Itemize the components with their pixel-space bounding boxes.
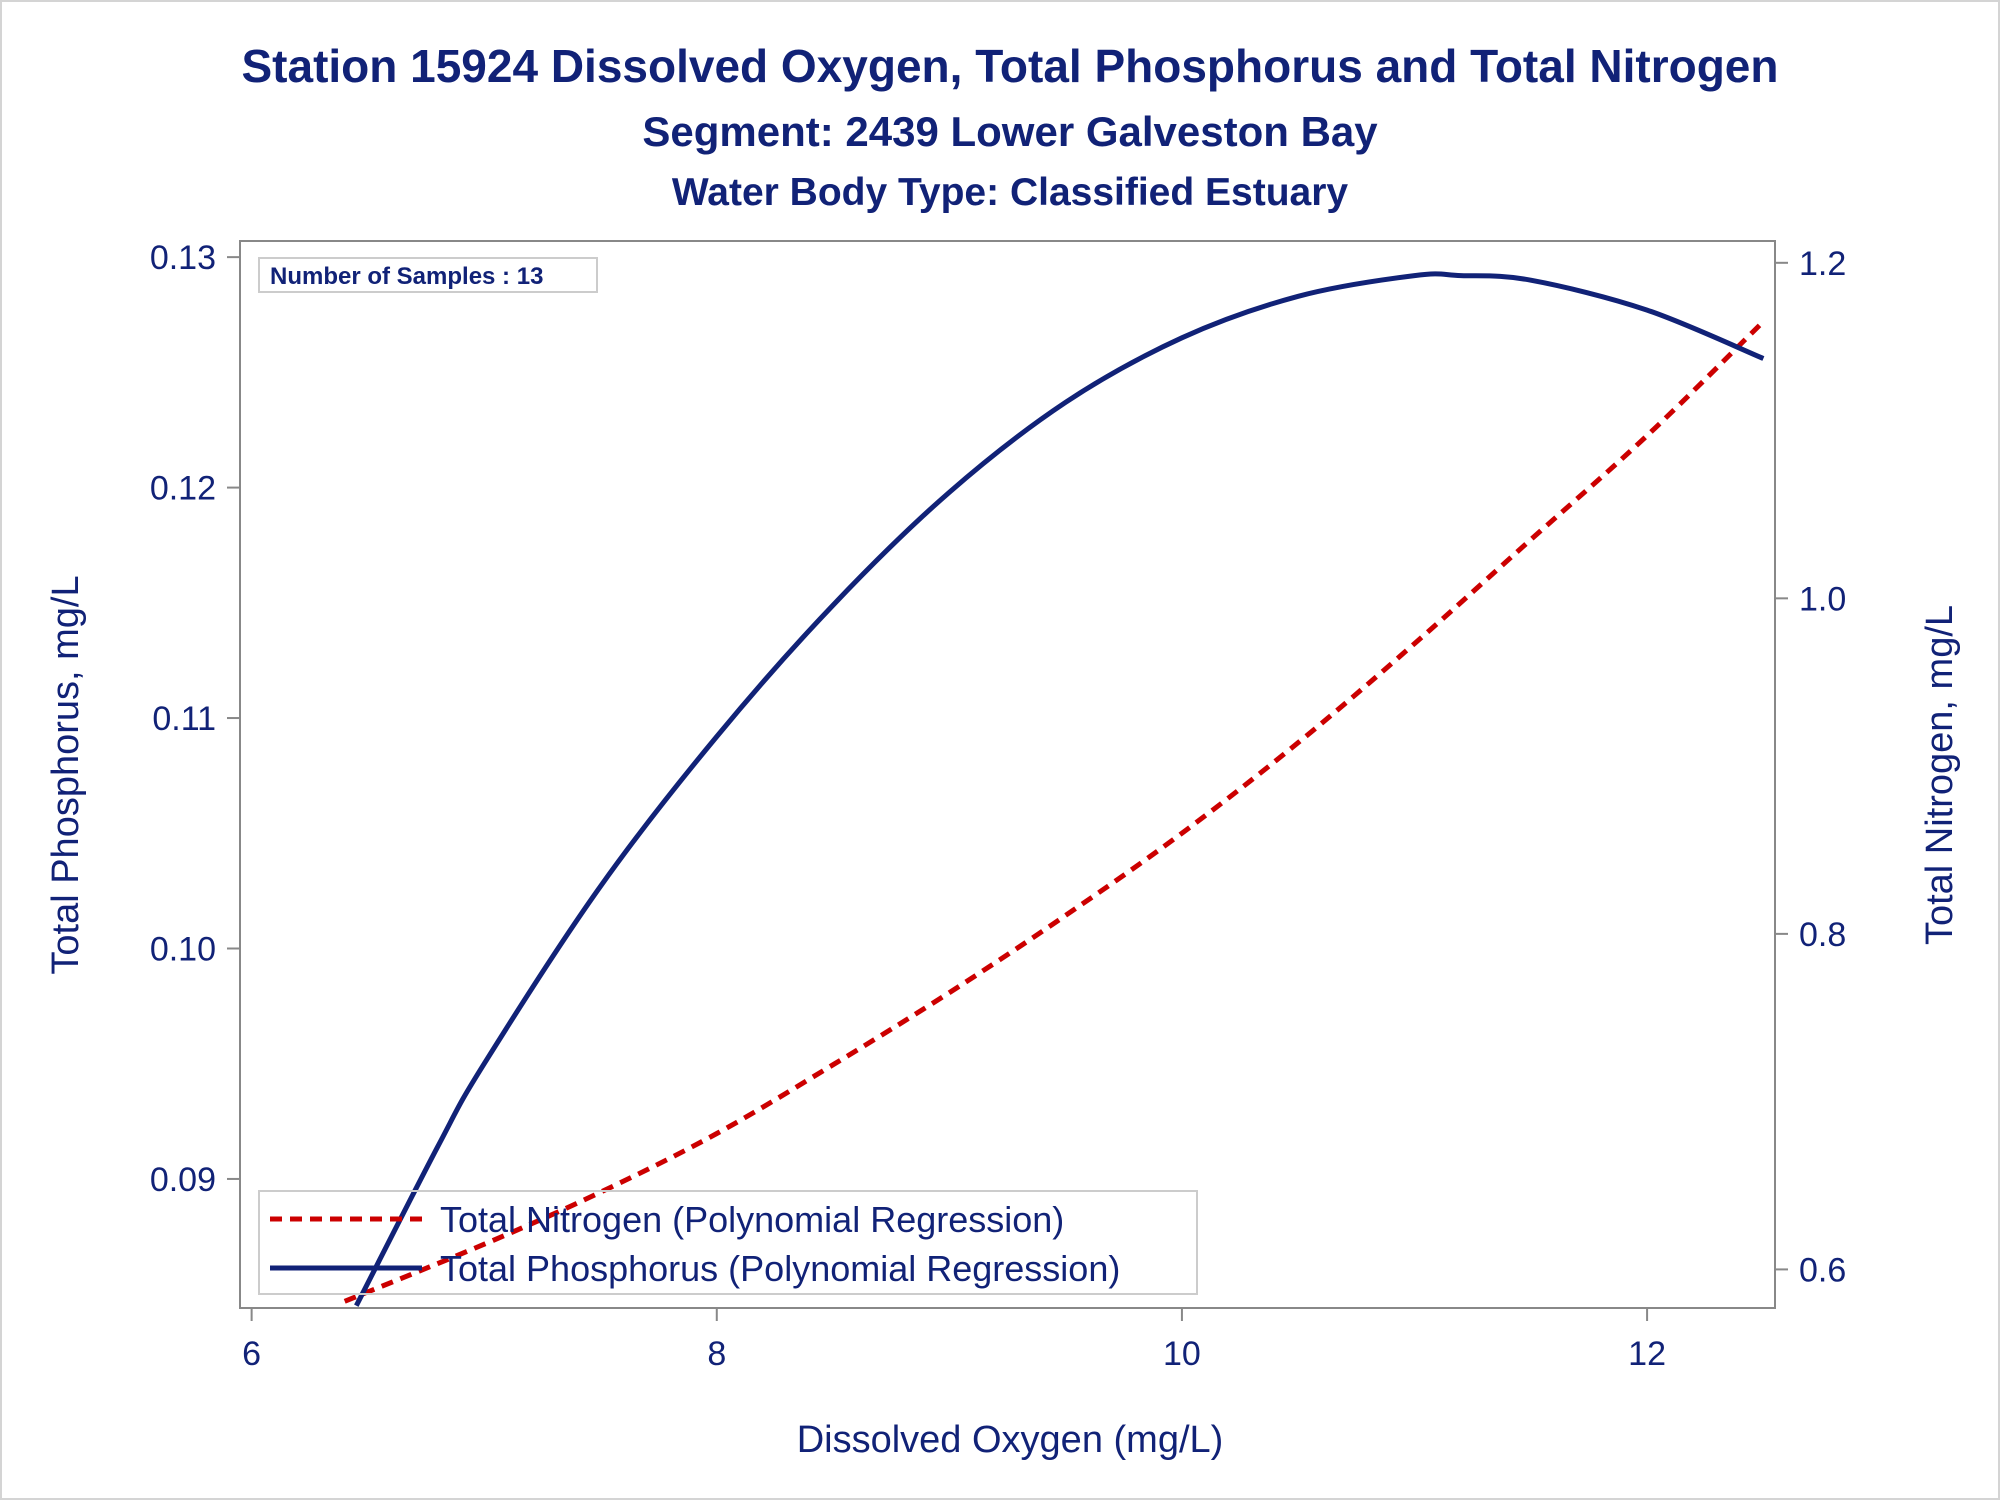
y-tick-label: 0.12 (150, 470, 216, 508)
plot-area (239, 240, 1776, 1309)
x-tick-label: 12 (1628, 1335, 1666, 1373)
series-line-total-nitrogen (343, 319, 1766, 1304)
y-tick-label: 0.13 (150, 239, 216, 277)
sample-count-box: Number of Samples : 13 (258, 257, 598, 293)
legend-label-nitrogen: Total Nitrogen (Polynomial Regression) (440, 1199, 1064, 1240)
chart-subtitle: Segment: 2439 Lower Galveston Bay (642, 108, 1378, 155)
y2-axis-label: Total Nitrogen, mg/L (1919, 605, 1961, 945)
y2-tick-label: 0.8 (1799, 916, 1846, 954)
y-axis-label: Total Phosphorus, mg/L (45, 575, 87, 974)
series-line-total-phosphorus (354, 271, 1765, 1307)
chart-subtitle-2: Water Body Type: Classified Estuary (672, 171, 1348, 214)
sample-count-label: Number of Samples : 13 (270, 263, 543, 290)
y2-tick-label: 1.2 (1799, 245, 1846, 283)
x-tick-label: 8 (707, 1335, 726, 1373)
legend: Total Nitrogen (Polynomial Regression) T… (258, 1190, 1198, 1295)
chart-title: Station 15924 Dissolved Oxygen, Total Ph… (241, 40, 1778, 92)
x-axis-label: Dissolved Oxygen (mg/L) (797, 1419, 1224, 1461)
x-axis: 6 8 10 12 (242, 1308, 1666, 1373)
x-tick-label: 10 (1163, 1335, 1201, 1373)
y-axis-left: 0.09 0.10 0.11 0.12 0.13 (150, 239, 240, 1199)
x-tick-label: 6 (242, 1335, 261, 1373)
y2-tick-label: 0.6 (1799, 1251, 1846, 1289)
y-tick-label: 0.11 (152, 700, 216, 738)
y2-tick-label: 1.0 (1799, 580, 1846, 618)
series-layer (343, 271, 1766, 1307)
y-tick-label: 0.10 (150, 930, 216, 968)
y-tick-label: 0.09 (150, 1161, 216, 1199)
y-axis-right: 0.6 0.8 1.0 1.2 (1775, 245, 1846, 1289)
legend-label-phosphorus: Total Phosphorus (Polynomial Regression) (440, 1248, 1120, 1289)
